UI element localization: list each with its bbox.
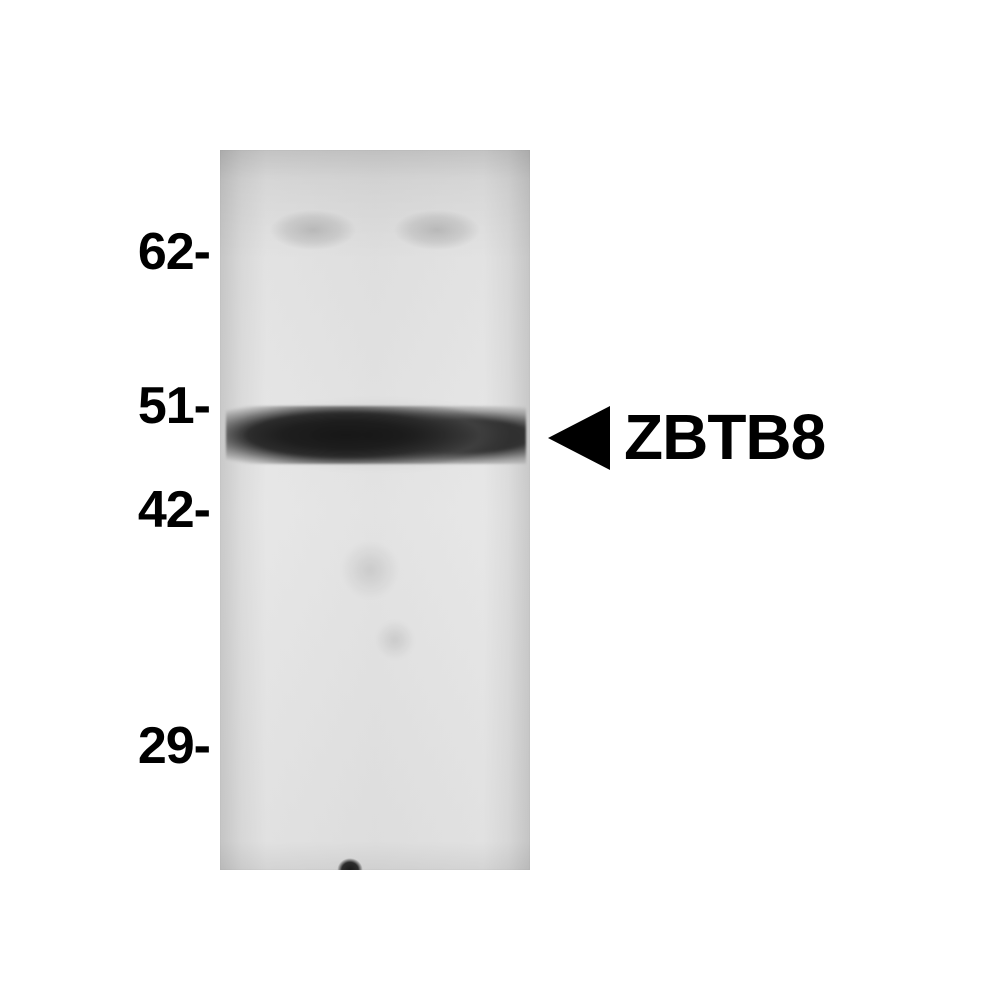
band-label: ZBTB8 [624, 400, 825, 474]
mw-marker-29: 29- [138, 716, 210, 776]
mw-marker-62: 62- [138, 222, 210, 282]
band-arrow-icon [548, 406, 610, 470]
western-blot-figure: 62- 51- 42- 29- ZBTB8 [0, 0, 1000, 1000]
mw-marker-51: 51- [138, 376, 210, 436]
lane-noise [375, 620, 415, 660]
mw-marker-42: 42- [138, 480, 210, 540]
gel-lane [220, 150, 530, 870]
lane-noise [340, 540, 400, 600]
band-zbtb8 [226, 406, 526, 464]
